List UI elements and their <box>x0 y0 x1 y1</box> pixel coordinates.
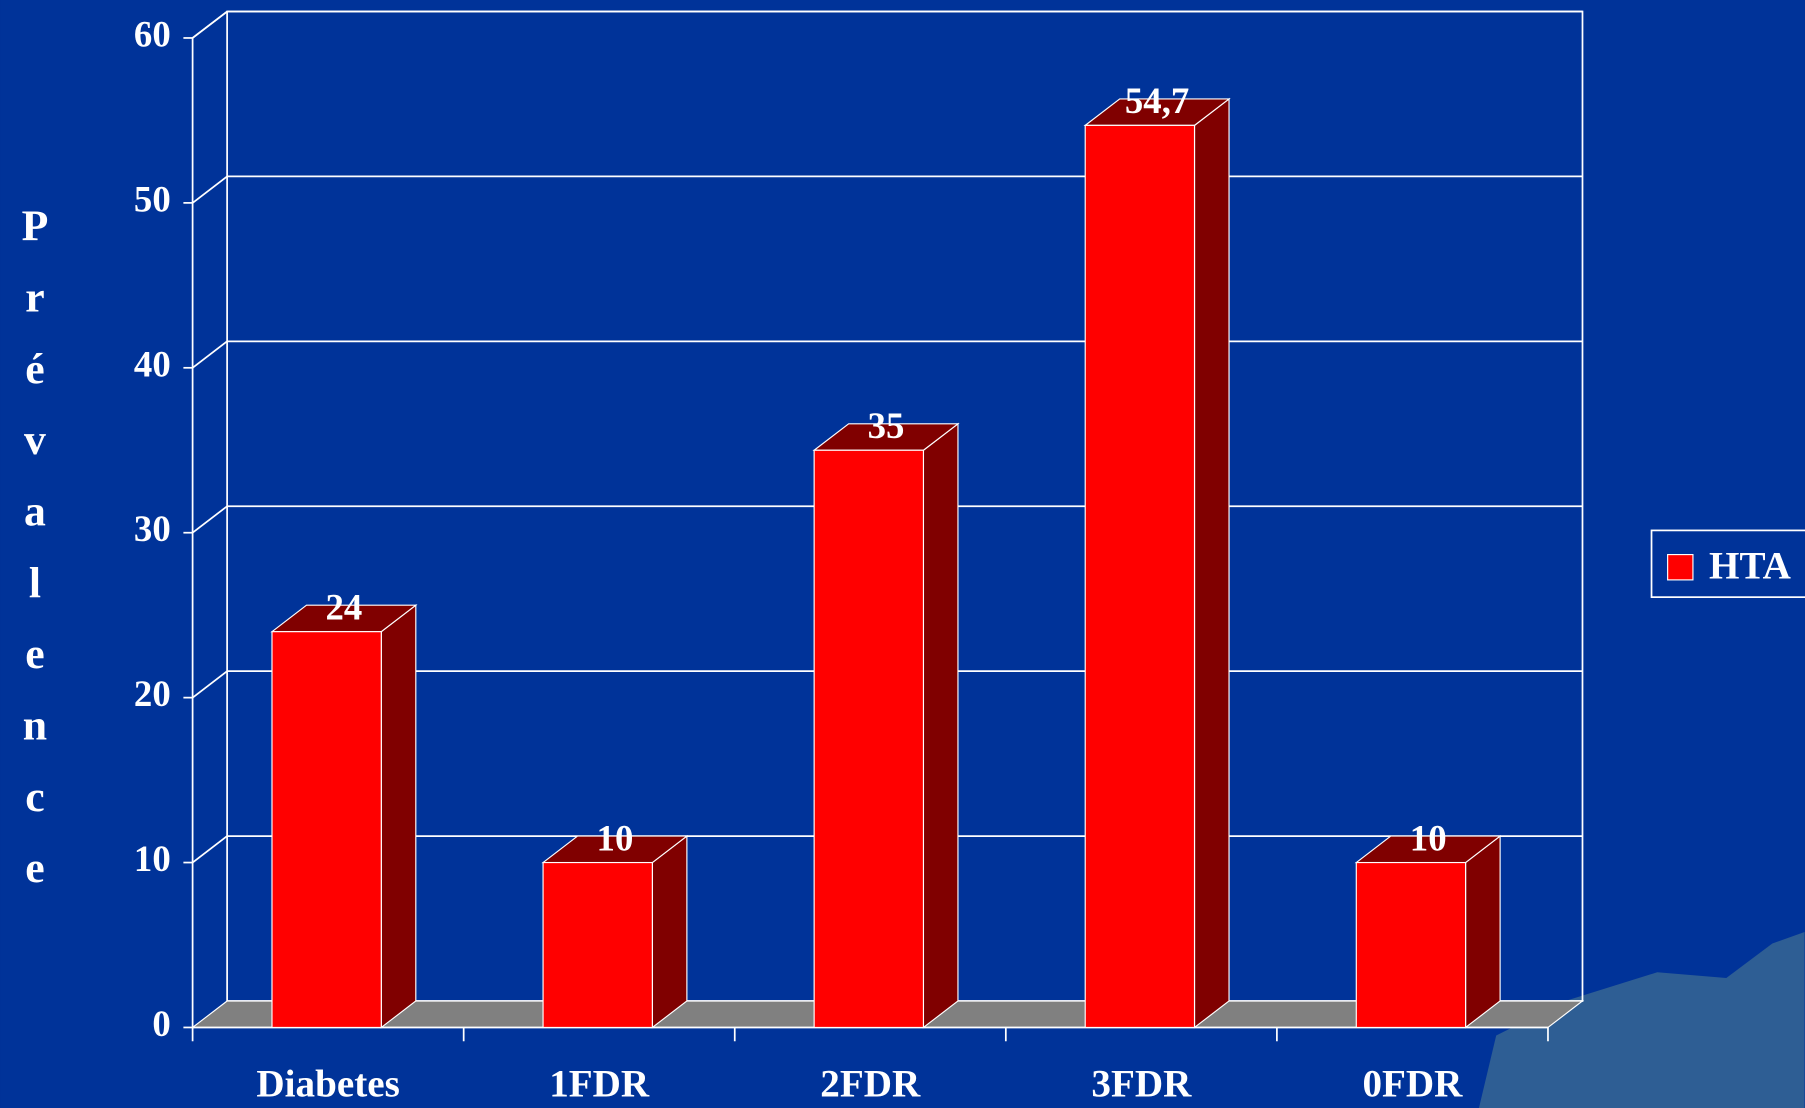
y-tick-label: 10 <box>134 838 171 879</box>
bar-front <box>813 449 925 1029</box>
value-label: 10 <box>1410 817 1447 858</box>
bar <box>541 834 689 1029</box>
x-tick-label: Diabetes <box>256 1062 399 1105</box>
y-tick-label: 40 <box>134 343 171 384</box>
y-tick-label: 30 <box>134 508 171 549</box>
grid-line <box>192 505 228 534</box>
grid-line <box>192 340 228 369</box>
grid-line <box>192 670 228 699</box>
grid-line <box>192 835 228 864</box>
bar <box>1354 834 1502 1029</box>
value-label: 54,7 <box>1125 80 1189 121</box>
bar-front <box>271 631 382 1029</box>
legend <box>1650 529 1805 599</box>
legend-swatch <box>1667 554 1694 581</box>
decoration <box>1478 931 1805 1108</box>
y-tick-label: 0 <box>152 1003 170 1044</box>
bar-side <box>922 422 959 1029</box>
bar <box>1083 97 1231 1029</box>
value-label: 35 <box>868 405 905 446</box>
bar-side <box>380 604 417 1029</box>
y-tick-label: 20 <box>134 673 171 714</box>
grid-line <box>192 10 228 39</box>
bar <box>270 604 418 1029</box>
bar-front <box>1355 861 1467 1029</box>
bar-side <box>651 834 688 1029</box>
bar-front <box>1084 124 1196 1029</box>
x-tick-label: 3FDR <box>1091 1062 1192 1105</box>
bar-front <box>542 861 653 1029</box>
y-tick-label: 50 <box>134 178 171 219</box>
value-label: 24 <box>325 586 362 627</box>
bar <box>812 422 960 1029</box>
y-tick-label: 60 <box>134 13 171 54</box>
x-tick-label: 0FDR <box>1362 1062 1463 1105</box>
x-tick-label: 2FDR <box>820 1062 921 1105</box>
value-label: 10 <box>597 817 634 858</box>
x-tick-label: 1FDR <box>549 1062 650 1105</box>
grid-line <box>192 175 228 204</box>
bar-side <box>1465 834 1501 1029</box>
legend-label: HTA <box>1709 545 1791 588</box>
bar-side <box>1193 97 1230 1029</box>
